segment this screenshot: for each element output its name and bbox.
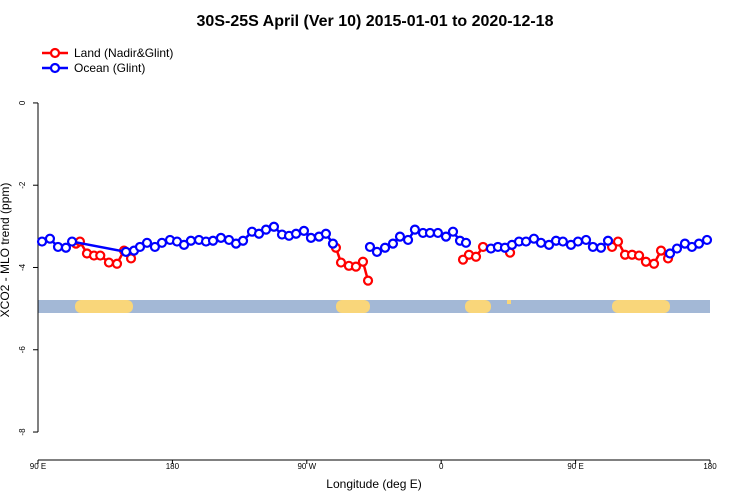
data-point: [253, 228, 265, 239]
data-point: [66, 236, 78, 247]
data-point: [141, 237, 153, 248]
data-point: [149, 241, 161, 253]
data-point: [655, 245, 667, 256]
legend-label: Land (Nadir&Glint): [74, 46, 173, 60]
data-point: [557, 236, 569, 247]
data-point: [120, 246, 132, 257]
data-point: [103, 257, 115, 268]
data-point: [260, 224, 272, 235]
data-point: [587, 241, 599, 253]
data-point: [693, 238, 705, 249]
land-band: [507, 300, 511, 304]
data-point: [237, 235, 249, 246]
data-point: [402, 234, 414, 246]
data-point: [648, 258, 660, 269]
data-point: [305, 232, 317, 243]
data-point: [298, 225, 310, 236]
data-point: [134, 241, 146, 253]
x-tick-label: 90 W: [297, 462, 316, 471]
y-tick-label: -6: [18, 346, 27, 354]
data-point: [440, 231, 452, 242]
x-axis-label: Longitude (deg E): [326, 477, 421, 491]
land-band: [612, 300, 670, 313]
data-point: [528, 233, 540, 244]
data-point: [364, 241, 376, 253]
data-point: [580, 234, 592, 246]
x-tick-label: 180: [166, 462, 180, 471]
data-point: [424, 227, 436, 239]
data-point: [335, 257, 347, 268]
data-point: [432, 227, 444, 239]
data-point: [394, 231, 406, 242]
data-point: [671, 243, 683, 254]
data-point: [350, 261, 362, 272]
legend-label: Ocean (Glint): [74, 61, 145, 75]
x-tick-label: 90 E: [567, 462, 583, 471]
data-point: [156, 237, 168, 248]
land-band: [336, 300, 370, 313]
data-point: [268, 221, 280, 232]
y-tick-label: -8: [18, 428, 27, 436]
data-point: [357, 256, 369, 267]
data-point: [36, 236, 48, 247]
data-point: [640, 256, 652, 267]
chart-title: 30S-25S April (Ver 10) 2015-01-01 to 202…: [197, 13, 554, 30]
data-point: [701, 234, 713, 246]
data-point: [327, 238, 339, 249]
data-point: [520, 236, 532, 247]
land-band: [75, 300, 133, 313]
x-tick-label: 90 E: [30, 462, 46, 471]
data-point: [44, 233, 56, 244]
data-point: [371, 246, 383, 257]
land-band: [465, 300, 491, 313]
data-point: [447, 226, 459, 237]
x-tick-label: 0: [439, 462, 444, 471]
data-point: [52, 241, 64, 253]
data-point: [535, 237, 547, 248]
data-point: [409, 224, 421, 235]
data-point: [602, 235, 614, 246]
x-tick-label: 180: [703, 462, 717, 471]
y-tick-label: -2: [18, 181, 27, 189]
legend-marker: [49, 47, 61, 59]
data-point: [60, 242, 72, 253]
data-point: [95, 250, 106, 261]
data-point: [543, 239, 555, 250]
y-axis-label: XCO2 - MLO trend (ppm): [0, 183, 12, 318]
data-point: [612, 236, 624, 247]
data-point: [290, 228, 302, 239]
data-point: [185, 235, 197, 246]
land-ocean-bar: [38, 300, 710, 313]
data-point: [379, 242, 391, 253]
y-tick-label: 0: [18, 100, 27, 105]
data-point: [111, 258, 123, 269]
legend-marker: [49, 62, 61, 74]
data-point: [477, 241, 489, 253]
data-point: [470, 251, 482, 262]
y-tick-label: -4: [18, 263, 27, 271]
data-point: [207, 235, 219, 246]
ocean-band: [38, 300, 710, 313]
data-point: [595, 242, 607, 253]
data-point: [664, 248, 676, 259]
data-point: [633, 250, 645, 261]
data-point: [572, 236, 584, 247]
data-point: [387, 238, 399, 249]
data-point: [362, 275, 374, 286]
data-point: [215, 232, 227, 243]
data-point: [320, 228, 332, 239]
data-point: [460, 237, 472, 248]
